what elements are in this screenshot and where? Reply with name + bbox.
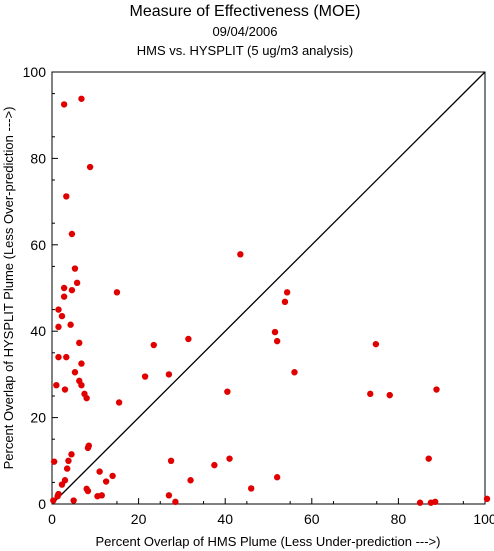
data-point xyxy=(172,498,179,506)
data-point xyxy=(60,101,68,108)
data-point xyxy=(68,230,76,238)
data-point xyxy=(50,458,58,465)
data-point xyxy=(63,465,71,472)
data-point xyxy=(68,451,75,458)
data-point xyxy=(61,386,69,393)
data-point xyxy=(84,444,92,452)
data-point xyxy=(109,472,116,480)
data-point xyxy=(98,492,105,499)
data-point xyxy=(386,391,393,399)
data-point xyxy=(113,289,121,296)
data-point xyxy=(60,284,68,292)
data-point xyxy=(73,279,81,287)
data-point xyxy=(78,95,85,102)
plot-frame xyxy=(51,71,486,505)
data-point xyxy=(224,388,231,395)
data-point xyxy=(291,369,298,376)
data-point xyxy=(54,493,61,500)
data-point xyxy=(185,335,192,343)
data-point xyxy=(247,485,255,492)
reference-line-y-equals-x xyxy=(51,71,486,505)
data-point xyxy=(96,468,103,475)
chart-subtitle-date: 09/04/2006 xyxy=(212,24,277,39)
data-point xyxy=(141,373,149,380)
y-tick-label: 80 xyxy=(30,150,46,166)
chart-subtitle-analysis: HMS vs. HYSPLIT (5 ug/m3 analysis) xyxy=(137,43,354,58)
data-point xyxy=(150,341,157,349)
data-point xyxy=(50,497,57,504)
data-point xyxy=(283,289,291,296)
data-point xyxy=(425,455,432,462)
data-point xyxy=(76,339,83,347)
data-point xyxy=(416,499,424,506)
data-point xyxy=(63,193,70,200)
data-point xyxy=(102,478,110,485)
data-point xyxy=(78,360,85,367)
data-point xyxy=(115,399,123,406)
data-point xyxy=(65,457,72,464)
data-point xyxy=(237,251,244,258)
data-point xyxy=(53,382,60,389)
data-point xyxy=(55,323,62,331)
data-point xyxy=(187,477,194,484)
data-point xyxy=(63,353,70,361)
data-point xyxy=(226,455,233,462)
data-point xyxy=(483,495,491,503)
data-point xyxy=(281,298,289,306)
y-tick-label: 60 xyxy=(30,237,46,253)
x-tick-label: 40 xyxy=(217,511,233,527)
data-point xyxy=(165,371,173,378)
data-point xyxy=(273,337,281,345)
x-tick-label: 60 xyxy=(304,511,320,527)
x-axis-label: Percent Overlap of HMS Plume (Less Under… xyxy=(96,534,441,549)
data-point xyxy=(211,461,218,469)
data-point xyxy=(71,369,79,376)
x-axis: 0 20 40 60 80 100 xyxy=(48,498,494,527)
data-point xyxy=(58,312,66,320)
data-point xyxy=(432,498,439,506)
x-tick-label: 100 xyxy=(473,511,494,527)
data-point xyxy=(71,265,79,272)
y-tick-label: 0 xyxy=(38,496,46,512)
data-point xyxy=(86,163,94,171)
data-point xyxy=(70,497,77,504)
data-point xyxy=(78,382,85,389)
y-tick-label: 20 xyxy=(30,410,46,426)
data-point xyxy=(271,328,279,336)
data-point xyxy=(55,306,62,313)
x-tick-label: 80 xyxy=(391,511,407,527)
data-point xyxy=(83,394,90,402)
data-point xyxy=(372,340,380,348)
data-point xyxy=(84,487,92,495)
y-tick-label: 100 xyxy=(23,64,47,80)
y-axis: 0 20 40 60 80 100 xyxy=(23,64,58,512)
data-point xyxy=(433,386,440,393)
data-point xyxy=(60,293,68,300)
chart-title: Measure of Effectiveness (MOE) xyxy=(130,3,361,20)
x-tick-label: 20 xyxy=(131,511,147,527)
y-tick-label: 40 xyxy=(30,323,46,339)
y-axis-label: Percent Overlap of HYSPLIT Plume (Less O… xyxy=(1,107,16,470)
x-tick-label: 0 xyxy=(48,511,56,527)
data-point xyxy=(165,492,173,499)
data-point xyxy=(68,286,76,294)
data-point xyxy=(167,457,175,464)
data-point xyxy=(58,481,66,488)
data-point xyxy=(367,390,374,398)
data-point xyxy=(67,321,74,328)
data-points xyxy=(50,95,491,506)
data-point xyxy=(55,353,62,361)
data-point xyxy=(273,474,281,481)
